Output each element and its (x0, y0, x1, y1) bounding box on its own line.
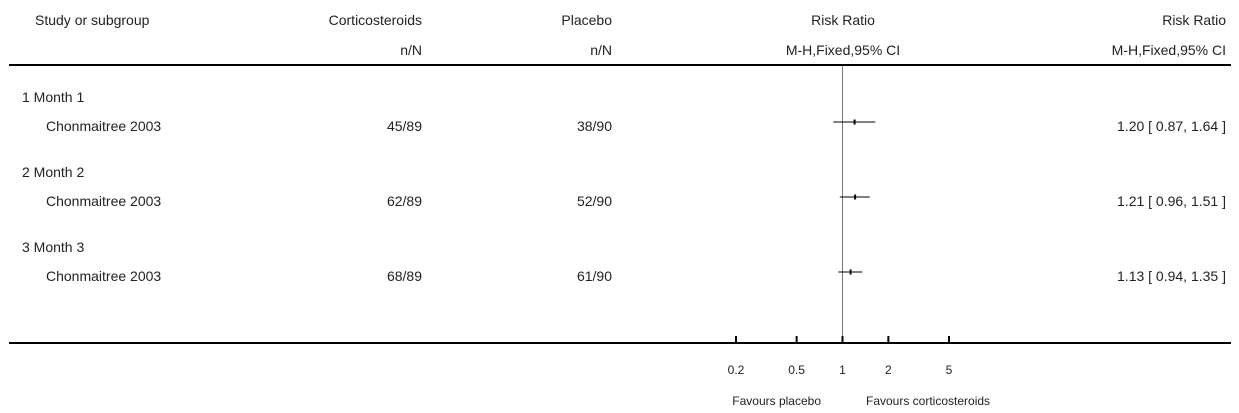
header-rule (9, 64, 1231, 66)
treatment-events: 62/89 (386, 193, 422, 209)
header-treatment: Corticosteroids (328, 12, 422, 28)
axis-tick-label: 0.2 (728, 363, 745, 377)
axis-tick-label: 0.5 (788, 363, 805, 377)
header-control: Placebo (561, 12, 612, 28)
control-events: 52/90 (576, 193, 612, 209)
subheader-treatment: n/N (400, 42, 422, 58)
header-study: Study or subgroup (35, 12, 150, 28)
header-plot: Risk Ratio (811, 12, 875, 28)
subheader-control: n/N (590, 42, 612, 58)
axis-tick-label: 5 (946, 363, 953, 377)
control-events: 61/90 (576, 268, 612, 284)
effect-estimate: 1.13 [ 0.94, 1.35 ] (1117, 268, 1226, 284)
effect-estimate: 1.20 [ 0.87, 1.64 ] (1117, 118, 1226, 134)
subgroup-label: 2 Month 2 (22, 164, 85, 180)
treatment-events: 68/89 (386, 268, 422, 284)
point-estimate (853, 119, 856, 125)
treatment-events: 45/89 (386, 118, 422, 134)
axis-tick-label: 2 (885, 363, 892, 377)
subgroup-label: 3 Month 3 (22, 239, 85, 255)
subgroup-label: 1 Month 1 (22, 89, 85, 105)
bottom-rule (9, 342, 1231, 344)
subheader-effect: M-H,Fixed,95% CI (1111, 42, 1226, 58)
favours-right-label: Favours corticosteroids (866, 394, 991, 408)
subheader-plot: M-H,Fixed,95% CI (785, 42, 901, 58)
axis-tick-label: 1 (839, 363, 846, 377)
study-name: Chonmaitree 2003 (46, 118, 162, 134)
point-estimate (849, 269, 852, 275)
header-effect: Risk Ratio (1162, 12, 1226, 28)
study-name: Chonmaitree 2003 (46, 268, 162, 284)
effect-estimate: 1.21 [ 0.96, 1.51 ] (1117, 193, 1226, 209)
study-name: Chonmaitree 2003 (46, 193, 162, 209)
point-estimate (854, 194, 857, 200)
favours-left-label: Favours placebo (732, 394, 821, 408)
control-events: 38/90 (576, 118, 612, 134)
